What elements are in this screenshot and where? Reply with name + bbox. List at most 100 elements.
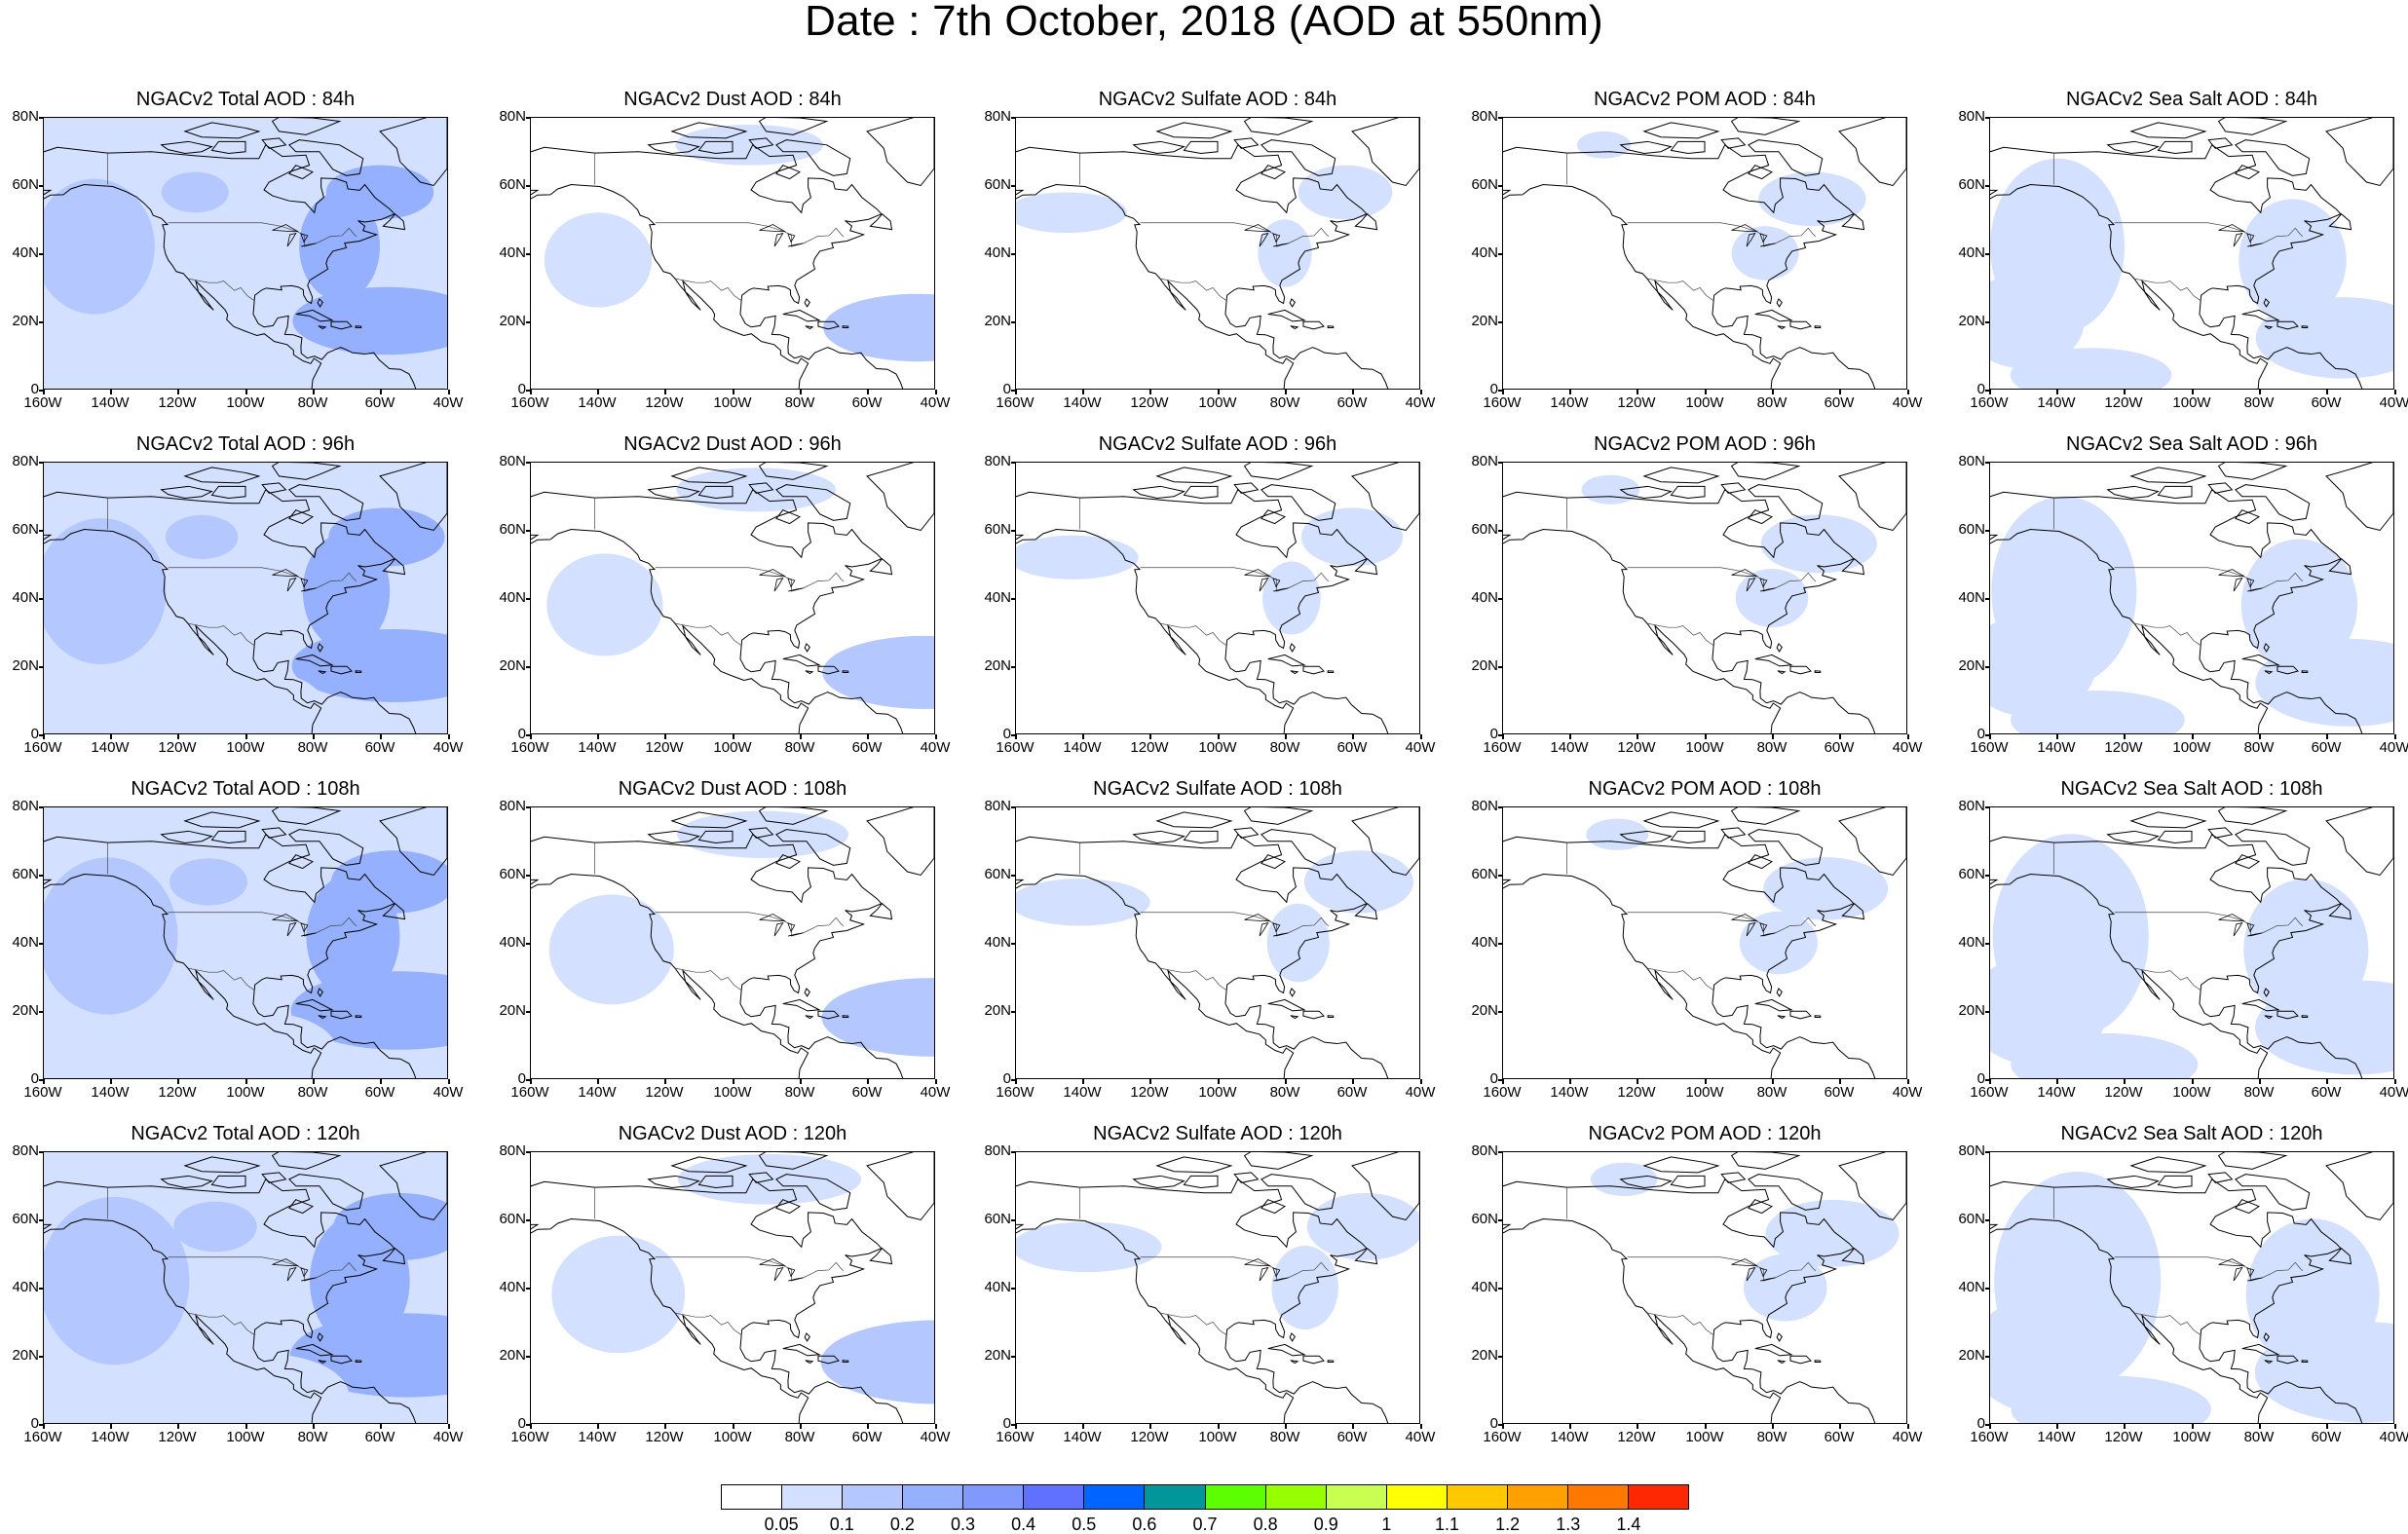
lat-tick-label: 40N (1958, 1279, 1985, 1295)
map-plot-area (1502, 1151, 1907, 1424)
island-outline (1814, 670, 1822, 673)
lat-tick-label: 40N (984, 1279, 1011, 1295)
island-outline (1327, 1360, 1335, 1363)
island-outline (1789, 1010, 1812, 1020)
island-outline (160, 140, 213, 155)
lon-tick (800, 1079, 802, 1084)
aod-field-2 (2239, 199, 2347, 321)
aod-field-4 (290, 971, 447, 1050)
lon-tick-label: 60W (364, 739, 395, 756)
island-outline (1354, 212, 1378, 231)
lat-tick (1498, 1288, 1503, 1290)
island-outline (1183, 830, 1219, 844)
lon-tick (1569, 1079, 1571, 1084)
lake-outline (1759, 233, 1768, 243)
lon-tick (448, 1079, 450, 1084)
lake-outline (1244, 569, 1271, 577)
lat-tick (1985, 530, 1990, 532)
coastline-west (531, 184, 809, 389)
island-outline (1789, 320, 1812, 330)
panel-title: NGACv2 Sulfate AOD : 84h (1098, 89, 1337, 110)
lat-tick-label: 60N (1958, 176, 1985, 193)
island-outline (1838, 463, 1906, 532)
lake-outline (2218, 914, 2245, 921)
map-plot-area (43, 462, 448, 734)
lon-tick-label: 140W (91, 394, 130, 411)
island-outline (1260, 1174, 1336, 1211)
lat-tick-label: 40N (499, 244, 526, 261)
lon-tick (1907, 1424, 1909, 1429)
colorbar-label: 1.2 (1495, 1515, 1521, 1534)
island-outline (1720, 482, 1747, 494)
map-panel: NGACv2 Dust AOD : 108h 80N 60N 40N 20N 0 160W 1… (487, 778, 974, 1114)
coastline-east (1503, 834, 1876, 1078)
map-panel: NGACv2 Total AOD : 120h 80N 60N 40N 20N 0 160W… (0, 1123, 487, 1459)
island-outline (1748, 1174, 1824, 1211)
coastline-east (44, 489, 417, 733)
lon-tick (43, 1079, 45, 1084)
colorbar-swatch (1084, 1485, 1146, 1509)
island-outline (1670, 1175, 1706, 1189)
lon-tick-label: 100W (226, 739, 265, 756)
lon-tick-label: 160W (23, 739, 62, 756)
lake-outline (759, 914, 786, 921)
panel-title: NGACv2 Total AOD : 96h (135, 433, 356, 455)
lon-tick-label: 60W (2311, 1084, 2342, 1101)
island-outline (1233, 827, 1260, 839)
lat-tick (526, 1011, 531, 1013)
lat-tick-label: 40N (12, 934, 39, 951)
lat-tick-label: 60N (499, 176, 526, 193)
aod-field-1 (823, 293, 934, 362)
island-outline (775, 165, 802, 180)
island-outline (160, 1175, 213, 1189)
map-panel: NGACv2 Total AOD : 96h 80N 60N 40N 20N 0 160W 1… (0, 433, 487, 769)
lake-outline (1259, 577, 1269, 592)
lon-tick (2394, 1079, 2396, 1084)
aod-field-2 (1271, 1245, 1338, 1330)
lon-tick (1149, 1424, 1151, 1429)
lat-tick-label: 0 (1002, 1070, 1011, 1087)
lon-tick-label: 60W (364, 394, 395, 411)
coastline-west (531, 1218, 809, 1423)
map-panel: NGACv2 Sea Salt AOD : 120h 80N 60N 40N 20N 0 1… (1946, 1123, 2408, 1459)
island-outline (805, 1360, 814, 1365)
aod-map (1503, 807, 1906, 1078)
lon-tick (245, 1424, 247, 1429)
island-outline (782, 309, 821, 322)
lon-tick (597, 734, 599, 739)
island-outline (2328, 1247, 2352, 1265)
lat-tick-label: 60N (1958, 866, 1985, 882)
colorbar-swatch (1447, 1485, 1508, 1509)
lat-tick (1011, 1288, 1016, 1290)
island-outline (748, 1172, 774, 1183)
lat-tick (1498, 390, 1503, 392)
lat-tick (526, 1151, 531, 1153)
lat-tick-label: 40N (1958, 244, 1985, 261)
lon-tick (1218, 734, 1220, 739)
coastline-west (1990, 1218, 2269, 1423)
island-outline (1642, 811, 1720, 829)
panel-title: NGACv2 Sea Salt AOD : 96h (2066, 433, 2317, 455)
lat-tick-label: 80N (1471, 798, 1498, 814)
lake-outline (773, 921, 784, 937)
coastline-east (44, 144, 417, 389)
island-outline (317, 988, 323, 997)
lat-tick-label: 80N (1471, 1142, 1498, 1159)
lat-tick (1011, 185, 1016, 187)
lon-tick (1015, 1424, 1017, 1429)
lon-tick-label: 40W (2379, 394, 2408, 411)
country-border (1159, 967, 1227, 991)
lake-outline (1272, 578, 1281, 588)
map-panel: NGACv2 Dust AOD : 120h 80N 60N 40N 20N 0 160W 1… (487, 1123, 974, 1459)
aod-map (44, 118, 447, 389)
lat-tick-label: 0 (1976, 1415, 1985, 1432)
lat-tick (1985, 943, 1990, 945)
island-outline (1720, 137, 1747, 149)
lat-tick (1011, 1356, 1016, 1358)
island-outline (1260, 509, 1287, 525)
lon-tick-label: 60W (1824, 1429, 1855, 1445)
coastline-west (1016, 184, 1295, 389)
aod-field-2 (1266, 903, 1330, 983)
aod-field-3 (2255, 980, 2393, 1075)
lat-tick (39, 117, 44, 119)
